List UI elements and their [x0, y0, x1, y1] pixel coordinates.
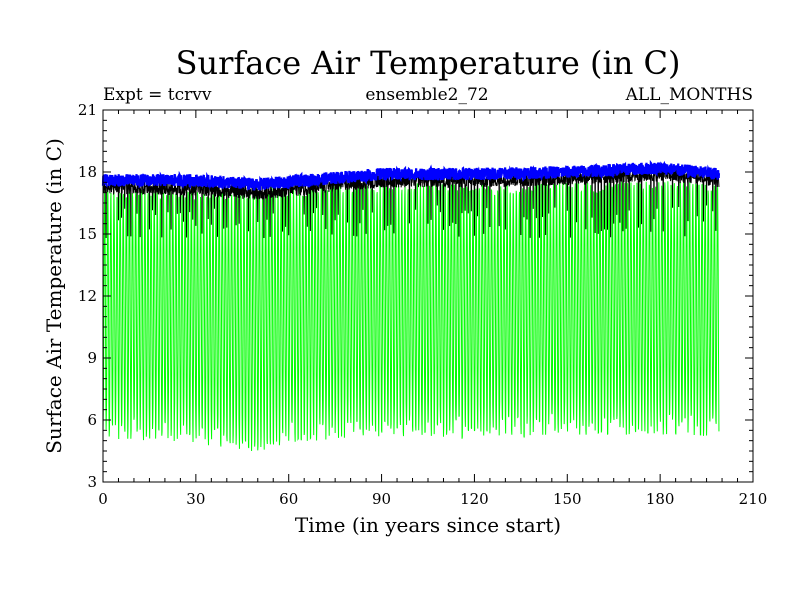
- x-tick-label: 150: [553, 490, 582, 508]
- x-tick-label: 210: [739, 490, 768, 508]
- y-tick-label: 15: [78, 225, 97, 243]
- subtitle-center: ensemble2_72: [365, 85, 488, 105]
- chart-title: Surface Air Temperature (in C): [176, 44, 681, 82]
- y-axis-label: Surface Air Temperature (in C): [42, 138, 66, 454]
- y-tick-label: 9: [87, 349, 97, 367]
- subtitle-right: ALL_MONTHS: [625, 85, 753, 105]
- subtitle-left: Expt = tcrvv: [103, 85, 212, 105]
- x-tick-label: 0: [98, 490, 108, 508]
- y-tick-label: 18: [78, 163, 97, 181]
- y-tick-label: 6: [87, 411, 97, 429]
- x-tick-label: 120: [460, 490, 489, 508]
- x-tick-label: 60: [279, 490, 298, 508]
- axes: 0 30 60 90 120 150 180 210 3 6 9 12 15 18 21: [78, 101, 767, 508]
- plot-area: [101, 159, 721, 452]
- y-tick-label: 12: [78, 287, 97, 305]
- x-tick-label: 90: [372, 490, 391, 508]
- y-tick-label: 21: [78, 101, 97, 119]
- x-tick-label: 180: [646, 490, 675, 508]
- y-tick-label: 3: [87, 473, 97, 491]
- series-blue-line: [101, 159, 721, 192]
- x-tick-label: 30: [186, 490, 205, 508]
- series-green-line: [102, 181, 720, 452]
- x-axis-label: Time (in years since start): [295, 513, 561, 537]
